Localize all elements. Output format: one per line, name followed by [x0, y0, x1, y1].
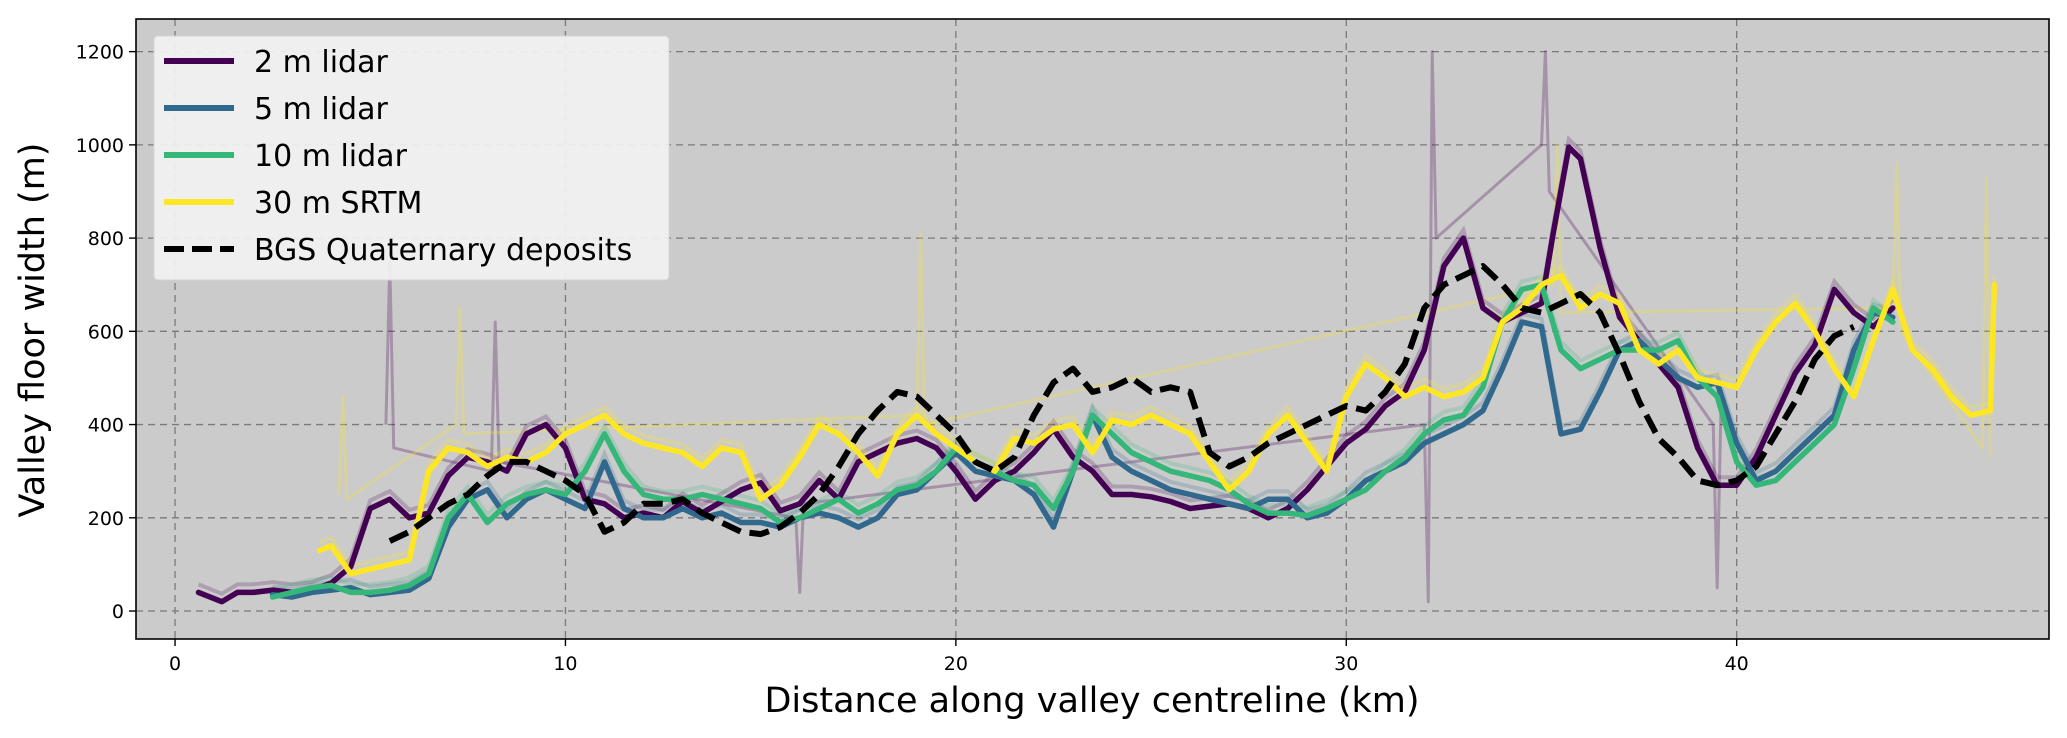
y-tick-label: 600 [88, 321, 124, 343]
y-tick-label: 800 [88, 228, 124, 250]
series-line-3 [316, 272, 1998, 577]
legend-label: BGS Quaternary deposits [254, 233, 632, 268]
legend-label: 2 m lidar [254, 45, 388, 80]
x-tick-label: 0 [169, 653, 181, 675]
legend-box [153, 35, 670, 281]
y-axis-title: Valley floor width (m) [13, 143, 53, 518]
x-tick-label: 10 [553, 653, 577, 675]
x-tick-label: 30 [1334, 653, 1358, 675]
legend: 2 m lidar 5 m lidar 10 m lidar 30 m SRTM BGS… [153, 35, 670, 281]
y-tick-label: 400 [88, 415, 124, 437]
x-tick-label: 40 [1725, 653, 1749, 675]
y-tick-label: 1000 [76, 135, 124, 157]
legend-label: 5 m lidar [254, 92, 388, 127]
x-axis-title: Distance along valley centreline (km) [764, 681, 1419, 721]
y-tick-label: 0 [112, 601, 124, 623]
series-layer [195, 50, 1998, 605]
y-tick-label: 1200 [76, 42, 124, 64]
x-tick-label: 20 [944, 653, 968, 675]
legend-label: 10 m lidar [254, 139, 408, 174]
series-line-4 [388, 263, 1856, 544]
plot-frame [135, 18, 2050, 640]
y-tick-label: 200 [88, 508, 124, 530]
legend-label: 30 m SRTM [254, 186, 422, 221]
series-3-raw-shadow [318, 264, 1997, 568]
